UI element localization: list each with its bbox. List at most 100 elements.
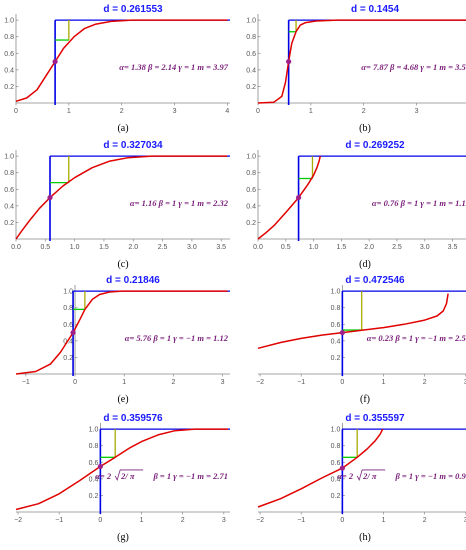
params-label: α= 0.23 β = 1 γ = −1 m = 2.58 xyxy=(367,333,466,343)
y-tick-label: 0.8 xyxy=(246,170,256,177)
y-tick-label: 1.0 xyxy=(246,18,256,25)
d-value-label: d = 0.269252 xyxy=(345,140,405,151)
y-tick-label: 0.6 xyxy=(331,460,341,467)
median-point xyxy=(339,465,345,471)
x-tick-label: −2 xyxy=(256,517,264,524)
x-tick-label: 3.0 xyxy=(187,244,197,251)
y-tick-label: 0.6 xyxy=(4,51,14,58)
x-tick-label: 2 xyxy=(181,517,185,524)
x-tick-label: −1 xyxy=(297,379,305,386)
x-tick-label: 2.5 xyxy=(158,244,168,251)
chart-panel: d = 0.261553 0 1 2 3 4 0.2 0.4 0.6 0.8 1.0 α= 1.38 … xyxy=(4,4,230,134)
median-point xyxy=(97,463,103,470)
cdf-curve xyxy=(257,19,466,104)
cdf-curve xyxy=(257,155,322,240)
x-tick-label: 0 xyxy=(340,517,344,524)
x-tick-label: 2.5 xyxy=(392,244,402,251)
d-value-label: d = 0.21846 xyxy=(106,275,160,286)
x-tick-label: 3.5 xyxy=(448,244,458,251)
x-tick-label: 2.0 xyxy=(128,244,138,251)
d-value-label: d = 0.1454 xyxy=(351,4,400,15)
params-label: β = 1 γ = −1 m = 2.71 xyxy=(152,471,228,481)
chart-panel: d = 0.472546 −2 −1 0 1 2 3 0.2 0.4 0.6 0.8 1.0 α= 0.… xyxy=(256,275,466,405)
params-label: α= 5.76 β = 1 γ = −1 m = 1.12 xyxy=(125,333,229,343)
x-tick-label: 0.0 xyxy=(253,244,263,251)
chart-panel: d = 0.355597 −2 −1 0 1 2 3 0.2 0.4 0.6 0.8 1.0 β = 1… xyxy=(256,413,466,543)
y-tick-label: 0.8 xyxy=(4,34,14,41)
chart-panel: d = 0.269252 0.0 0.5 1.0 1.5 2.0 2.5 3.0 3.5 0.2 0… xyxy=(246,140,466,270)
x-tick-label: 3 xyxy=(221,379,225,386)
median-point xyxy=(295,194,302,201)
y-tick-label: 0.4 xyxy=(4,67,14,74)
cdf-curve xyxy=(15,428,228,511)
cdf-curve xyxy=(15,290,228,375)
d-value-label: d = 0.261553 xyxy=(103,4,163,15)
x-tick-label: 2 xyxy=(423,517,427,524)
params-label: β = 1 γ = −1 m = 0.98 xyxy=(394,471,466,481)
x-tick-label: 2 xyxy=(120,108,124,115)
y-tick-label: 0.2 xyxy=(4,220,14,227)
median-point xyxy=(339,329,345,336)
x-tick-label: 1.5 xyxy=(99,244,109,251)
params-label: α= 1.38 β = 2.14 γ = 1 m = 3.97 xyxy=(119,62,228,72)
median-point xyxy=(52,58,58,65)
chart-panel: d = 0.1454012340.20.40.60.81.0α= 7.87 β … xyxy=(246,4,466,134)
panel-caption: (c) xyxy=(117,259,128,270)
chart-panel: d = 0.359576 −2 −1 0 1 2 3 0.2 0.4 0.6 0.8 1.0 β = 1… xyxy=(14,413,230,543)
y-tick-label: 0.2 xyxy=(331,493,341,500)
median-point xyxy=(47,194,53,201)
x-tick-label: 0 xyxy=(256,108,260,115)
panel-caption: (a) xyxy=(117,123,128,134)
y-tick-label: 0.6 xyxy=(331,322,341,329)
x-tick-label: 0.5 xyxy=(40,244,50,251)
d-value-label: d = 0.327034 xyxy=(103,140,163,151)
x-tick-label: 1.5 xyxy=(337,244,347,251)
y-tick-label: 0.8 xyxy=(4,170,14,177)
y-tick-label: 0.6 xyxy=(246,187,256,194)
x-tick-label: −1 xyxy=(297,517,305,524)
y-tick-label: 0.4 xyxy=(63,338,73,345)
x-tick-label: 3 xyxy=(464,517,466,524)
x-tick-label: 1 xyxy=(382,379,386,386)
x-tick-label: 2 xyxy=(362,108,366,115)
y-tick-label: 0.2 xyxy=(246,220,256,227)
x-tick-label: −1 xyxy=(55,517,63,524)
x-tick-label: 1 xyxy=(309,108,313,115)
params-label: α= 0.76 β = 1 γ = 1 m = 1.12 xyxy=(372,198,466,208)
y-tick-label: 1.0 xyxy=(4,18,14,25)
x-tick-label: 3 xyxy=(415,108,419,115)
panel-caption: (b) xyxy=(359,123,371,134)
y-tick-label: 0.6 xyxy=(89,460,99,467)
x-tick-label: −1 xyxy=(22,379,30,386)
y-tick-label: 0.6 xyxy=(4,187,14,194)
x-tick-label: −2 xyxy=(14,517,22,524)
x-tick-label: 3.0 xyxy=(420,244,430,251)
y-tick-label: 1.0 xyxy=(63,289,73,296)
y-tick-label: 0.8 xyxy=(331,305,341,312)
chart-panel: d = 0.327034 0.0 0.5 1.0 1.5 2.0 2.5 3.0 3.5 0.2 0… xyxy=(4,140,230,270)
panel-caption: (f) xyxy=(360,394,370,405)
alpha-radicand: 2/ π xyxy=(120,471,135,481)
x-tick-label: 3 xyxy=(464,379,466,386)
y-tick-label: 1.0 xyxy=(4,154,14,161)
d-value-label: d = 0.355597 xyxy=(345,413,405,424)
y-tick-label: 0.4 xyxy=(331,338,341,345)
x-tick-label: 3.5 xyxy=(216,244,226,251)
x-tick-label: 0 xyxy=(340,379,344,386)
y-tick-label: 0.8 xyxy=(63,305,73,312)
y-tick-label: 0.8 xyxy=(331,443,341,450)
cdf-curve xyxy=(15,155,228,240)
median-point xyxy=(70,329,76,336)
median-point xyxy=(286,58,292,65)
x-tick-label: 1 xyxy=(122,379,126,386)
x-tick-label: −2 xyxy=(256,379,264,386)
y-tick-label: 0.4 xyxy=(89,476,99,483)
d-value-label: d = 0.472546 xyxy=(345,275,405,286)
params-label: α= 7.87 β = 4.68 γ = 1 m = 3.51 xyxy=(361,62,466,72)
x-tick-label: 3 xyxy=(173,108,177,115)
y-tick-label: 0.2 xyxy=(63,355,73,362)
x-tick-label: 0.0 xyxy=(11,244,21,251)
x-tick-label: 4 xyxy=(225,108,229,115)
x-tick-label: 0 xyxy=(73,379,77,386)
